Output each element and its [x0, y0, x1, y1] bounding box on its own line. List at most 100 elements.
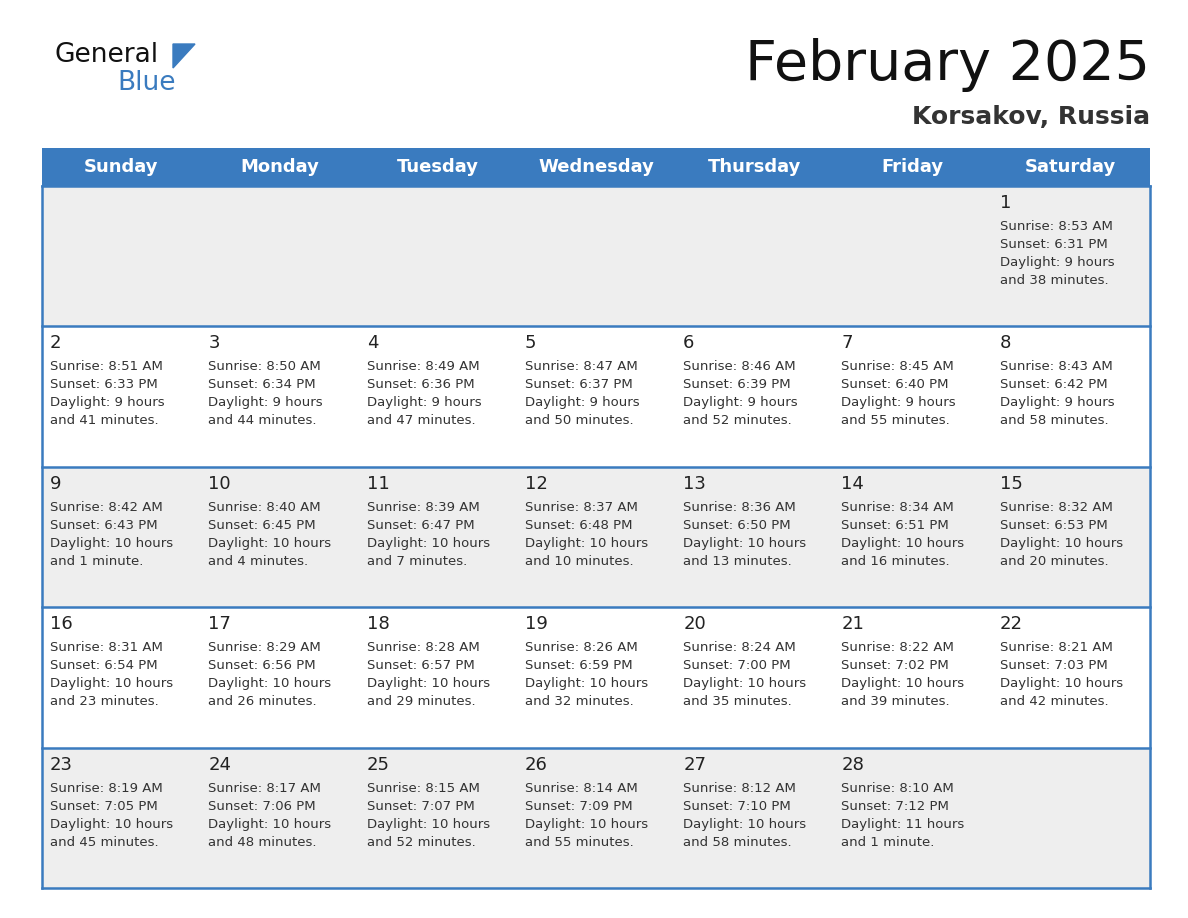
- Text: Daylight: 10 hours: Daylight: 10 hours: [683, 677, 807, 690]
- Text: Saturday: Saturday: [1025, 158, 1117, 176]
- Text: 13: 13: [683, 475, 706, 493]
- Text: and 52 minutes.: and 52 minutes.: [683, 414, 792, 428]
- Text: Sunrise: 8:22 AM: Sunrise: 8:22 AM: [841, 641, 954, 655]
- Text: and 32 minutes.: and 32 minutes.: [525, 695, 633, 708]
- Text: Daylight: 9 hours: Daylight: 9 hours: [50, 397, 165, 409]
- Text: Sunset: 7:10 PM: Sunset: 7:10 PM: [683, 800, 791, 812]
- Text: 22: 22: [1000, 615, 1023, 633]
- Text: 11: 11: [367, 475, 390, 493]
- Text: Sunrise: 8:49 AM: Sunrise: 8:49 AM: [367, 361, 479, 374]
- Text: Sunrise: 8:51 AM: Sunrise: 8:51 AM: [50, 361, 163, 374]
- Text: and 26 minutes.: and 26 minutes.: [208, 695, 317, 708]
- Text: Daylight: 10 hours: Daylight: 10 hours: [208, 537, 331, 550]
- Text: Sunset: 7:00 PM: Sunset: 7:00 PM: [683, 659, 791, 672]
- Text: Sunrise: 8:34 AM: Sunrise: 8:34 AM: [841, 501, 954, 514]
- Text: Sunrise: 8:24 AM: Sunrise: 8:24 AM: [683, 641, 796, 655]
- Text: Sunset: 7:02 PM: Sunset: 7:02 PM: [841, 659, 949, 672]
- Text: and 13 minutes.: and 13 minutes.: [683, 554, 792, 568]
- Text: Sunset: 6:47 PM: Sunset: 6:47 PM: [367, 519, 474, 532]
- Text: and 20 minutes.: and 20 minutes.: [1000, 554, 1108, 568]
- Text: 1: 1: [1000, 194, 1011, 212]
- Text: Daylight: 10 hours: Daylight: 10 hours: [50, 818, 173, 831]
- Text: Sunrise: 8:28 AM: Sunrise: 8:28 AM: [367, 641, 479, 655]
- Text: Sunset: 6:51 PM: Sunset: 6:51 PM: [841, 519, 949, 532]
- Text: Sunrise: 8:42 AM: Sunrise: 8:42 AM: [50, 501, 163, 514]
- Bar: [42, 747, 1150, 888]
- Text: Sunset: 7:06 PM: Sunset: 7:06 PM: [208, 800, 316, 812]
- Text: and 50 minutes.: and 50 minutes.: [525, 414, 633, 428]
- Text: Sunrise: 8:50 AM: Sunrise: 8:50 AM: [208, 361, 321, 374]
- Text: Sunset: 7:09 PM: Sunset: 7:09 PM: [525, 800, 632, 812]
- Text: Sunset: 6:40 PM: Sunset: 6:40 PM: [841, 378, 949, 391]
- Text: Sunrise: 8:37 AM: Sunrise: 8:37 AM: [525, 501, 638, 514]
- Text: 19: 19: [525, 615, 548, 633]
- Bar: [42, 466, 1150, 607]
- Text: Sunset: 6:53 PM: Sunset: 6:53 PM: [1000, 519, 1107, 532]
- Text: 15: 15: [1000, 475, 1023, 493]
- Text: Sunset: 6:45 PM: Sunset: 6:45 PM: [208, 519, 316, 532]
- Text: 27: 27: [683, 756, 706, 774]
- Text: Monday: Monday: [240, 158, 318, 176]
- Text: Sunrise: 8:17 AM: Sunrise: 8:17 AM: [208, 781, 321, 795]
- Text: Sunrise: 8:45 AM: Sunrise: 8:45 AM: [841, 361, 954, 374]
- Text: 5: 5: [525, 334, 536, 353]
- Text: 26: 26: [525, 756, 548, 774]
- Text: and 10 minutes.: and 10 minutes.: [525, 554, 633, 568]
- Text: Sunrise: 8:31 AM: Sunrise: 8:31 AM: [50, 641, 163, 655]
- Text: 23: 23: [50, 756, 72, 774]
- Text: 16: 16: [50, 615, 72, 633]
- Text: Sunset: 6:39 PM: Sunset: 6:39 PM: [683, 378, 791, 391]
- Text: and 38 minutes.: and 38 minutes.: [1000, 274, 1108, 287]
- Text: Sunset: 6:31 PM: Sunset: 6:31 PM: [1000, 238, 1107, 251]
- Text: Daylight: 9 hours: Daylight: 9 hours: [841, 397, 956, 409]
- Text: and 58 minutes.: and 58 minutes.: [1000, 414, 1108, 428]
- Text: Daylight: 10 hours: Daylight: 10 hours: [208, 677, 331, 690]
- Text: Sunset: 6:54 PM: Sunset: 6:54 PM: [50, 659, 158, 672]
- Text: and 1 minute.: and 1 minute.: [50, 554, 144, 568]
- Text: Daylight: 11 hours: Daylight: 11 hours: [841, 818, 965, 831]
- Text: Daylight: 9 hours: Daylight: 9 hours: [367, 397, 481, 409]
- Text: Daylight: 10 hours: Daylight: 10 hours: [841, 537, 965, 550]
- Text: Korsakov, Russia: Korsakov, Russia: [912, 105, 1150, 129]
- Bar: [42, 607, 1150, 747]
- Text: Wednesday: Wednesday: [538, 158, 653, 176]
- Text: 17: 17: [208, 615, 232, 633]
- Text: 7: 7: [841, 334, 853, 353]
- Text: 2: 2: [50, 334, 62, 353]
- Text: Sunset: 6:42 PM: Sunset: 6:42 PM: [1000, 378, 1107, 391]
- Text: 12: 12: [525, 475, 548, 493]
- Text: and 16 minutes.: and 16 minutes.: [841, 554, 950, 568]
- Bar: [42, 148, 1150, 186]
- Text: Sunset: 6:36 PM: Sunset: 6:36 PM: [367, 378, 474, 391]
- Text: Sunset: 6:33 PM: Sunset: 6:33 PM: [50, 378, 158, 391]
- Text: Daylight: 10 hours: Daylight: 10 hours: [683, 818, 807, 831]
- Text: February 2025: February 2025: [745, 38, 1150, 92]
- Text: Sunrise: 8:29 AM: Sunrise: 8:29 AM: [208, 641, 321, 655]
- Text: 20: 20: [683, 615, 706, 633]
- Text: and 23 minutes.: and 23 minutes.: [50, 695, 159, 708]
- Text: and 41 minutes.: and 41 minutes.: [50, 414, 159, 428]
- Text: Daylight: 10 hours: Daylight: 10 hours: [367, 537, 489, 550]
- Text: Sunset: 7:05 PM: Sunset: 7:05 PM: [50, 800, 158, 812]
- Text: Sunset: 7:12 PM: Sunset: 7:12 PM: [841, 800, 949, 812]
- Text: 25: 25: [367, 756, 390, 774]
- Text: Friday: Friday: [881, 158, 943, 176]
- Text: Daylight: 10 hours: Daylight: 10 hours: [525, 818, 647, 831]
- Text: Daylight: 10 hours: Daylight: 10 hours: [683, 537, 807, 550]
- Text: Tuesday: Tuesday: [397, 158, 479, 176]
- Text: 18: 18: [367, 615, 390, 633]
- Text: 3: 3: [208, 334, 220, 353]
- Text: and 45 minutes.: and 45 minutes.: [50, 835, 159, 848]
- Text: Daylight: 9 hours: Daylight: 9 hours: [1000, 256, 1114, 269]
- Text: Daylight: 10 hours: Daylight: 10 hours: [841, 677, 965, 690]
- Text: 10: 10: [208, 475, 230, 493]
- Text: 9: 9: [50, 475, 62, 493]
- Text: Sunrise: 8:46 AM: Sunrise: 8:46 AM: [683, 361, 796, 374]
- Bar: [42, 186, 1150, 327]
- Text: Sunrise: 8:40 AM: Sunrise: 8:40 AM: [208, 501, 321, 514]
- Text: Daylight: 9 hours: Daylight: 9 hours: [1000, 397, 1114, 409]
- Polygon shape: [173, 44, 195, 68]
- Text: Sunset: 7:07 PM: Sunset: 7:07 PM: [367, 800, 474, 812]
- Text: and 29 minutes.: and 29 minutes.: [367, 695, 475, 708]
- Text: Blue: Blue: [116, 70, 176, 96]
